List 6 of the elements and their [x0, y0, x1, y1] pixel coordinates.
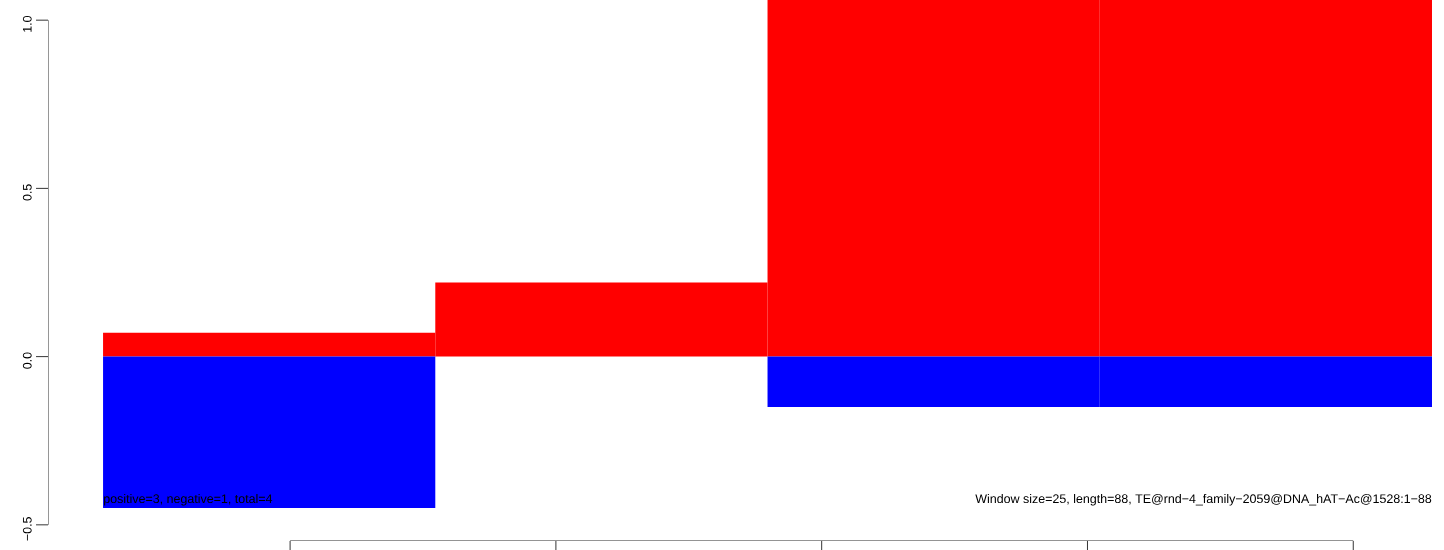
text: positive=3, negative=1, total=4 — [104, 493, 273, 506]
y-tick-label: −0.5 — [22, 517, 32, 541]
y-tick-label: 1.0 — [22, 16, 32, 32]
y-tick-label: 0.0 — [22, 352, 32, 369]
y-tick-label: 0.5 — [22, 184, 32, 201]
annotation: Window size=25, length=88, TE@rnd−4_family−2059@DNA_hAT−Ac@1528:1−88 — [975, 493, 1432, 506]
